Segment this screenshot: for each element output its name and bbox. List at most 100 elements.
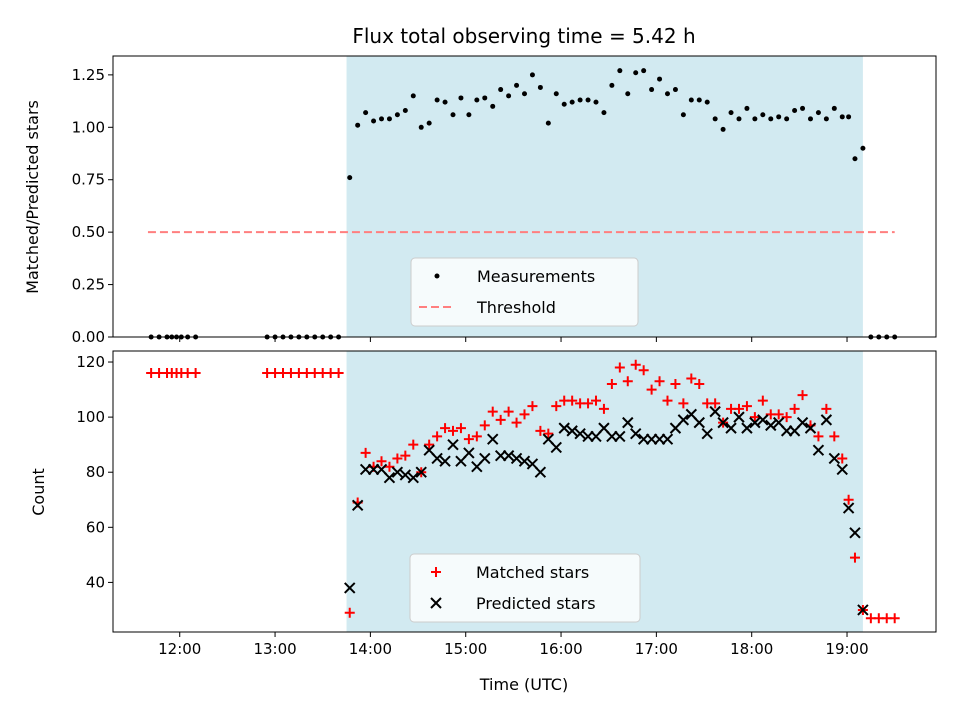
data-point — [768, 116, 774, 122]
data-point — [828, 452, 841, 465]
data-point — [545, 120, 551, 126]
data-point — [503, 406, 514, 417]
data-point — [889, 613, 900, 624]
data-point — [622, 376, 633, 387]
data-point — [463, 447, 475, 459]
data-point — [379, 116, 385, 122]
data-point — [410, 93, 416, 99]
data-point — [344, 582, 356, 594]
data-point — [537, 84, 543, 90]
y-tick-label: 0.00 — [72, 328, 105, 346]
data-point — [744, 105, 750, 111]
data-point — [426, 120, 432, 126]
data-point — [657, 76, 663, 82]
data-point — [796, 416, 809, 429]
data-point — [839, 114, 845, 120]
data-point — [749, 412, 760, 423]
data-point — [474, 97, 480, 103]
data-point — [479, 420, 490, 431]
data-point — [487, 406, 498, 417]
x-tick-label: 18:00 — [730, 640, 773, 658]
data-point — [622, 416, 634, 429]
data-point — [551, 401, 562, 412]
data-point — [728, 110, 734, 116]
series-ratio-0 — [148, 68, 898, 340]
data-point — [614, 430, 626, 443]
data-point — [821, 403, 832, 414]
legend-box — [410, 257, 639, 327]
data-point — [471, 431, 482, 442]
legend-marker-matched — [431, 567, 441, 577]
data-point — [440, 423, 451, 434]
data-point — [765, 419, 777, 432]
data-point — [807, 116, 813, 122]
data-point — [701, 427, 713, 440]
series-count-0 — [146, 359, 900, 624]
data-point — [344, 607, 355, 618]
data-point — [736, 116, 742, 122]
legend-label: Matched stars — [476, 563, 589, 582]
data-point — [384, 461, 395, 472]
data-point — [733, 411, 745, 423]
data-point — [654, 376, 665, 387]
x-axis-label: Time (UTC) — [479, 675, 568, 694]
data-point — [646, 384, 657, 395]
data-point — [383, 472, 396, 484]
legend-ratio: Measurements Threshold — [410, 257, 639, 327]
y-tick-label: 100 — [76, 408, 105, 426]
data-point — [392, 453, 403, 464]
data-point — [704, 99, 710, 105]
y-tick-label: 1.25 — [72, 66, 105, 84]
x-tick-label: 17:00 — [635, 640, 678, 658]
x-tick-label: 13:00 — [253, 640, 296, 658]
count-panel: Count Time (UTC) 12:00 13:00 14:00 15:00 16:… — [29, 350, 937, 694]
data-point — [598, 403, 609, 414]
data-point — [448, 425, 459, 436]
data-point — [418, 124, 424, 130]
x-tick-label: 19:00 — [825, 640, 868, 658]
data-point — [843, 494, 854, 505]
data-point — [450, 112, 456, 118]
x-tick-label: 14:00 — [349, 640, 392, 658]
y-axis-label-count: Count — [29, 468, 48, 516]
data-point — [757, 414, 769, 426]
data-point — [831, 105, 837, 111]
legend-count: Matched stars Predicted stars — [409, 553, 641, 623]
data-point — [820, 414, 833, 426]
data-point — [797, 390, 808, 401]
data-point — [506, 93, 512, 99]
data-point — [815, 110, 821, 116]
data-point — [601, 110, 607, 116]
y-tick-label: 40 — [86, 573, 105, 591]
data-point — [424, 439, 435, 450]
data-point — [455, 423, 466, 434]
data-point — [514, 82, 520, 88]
data-point — [781, 412, 792, 423]
data-point — [625, 91, 631, 97]
data-point — [399, 469, 412, 481]
data-point — [487, 433, 499, 445]
data-point — [749, 416, 761, 429]
data-point — [784, 116, 790, 122]
data-point — [394, 112, 400, 118]
data-point — [463, 434, 474, 445]
data-point — [741, 422, 753, 434]
axes-frame-ratio — [112, 55, 937, 338]
chart-title: Flux total observing time = 5.42 h — [352, 24, 695, 48]
data-point — [842, 502, 855, 514]
data-point — [686, 373, 697, 384]
data-point — [849, 552, 860, 563]
data-point — [543, 428, 554, 439]
data-point — [857, 604, 869, 616]
data-point — [677, 414, 690, 426]
data-point — [757, 395, 768, 406]
data-point — [482, 95, 488, 101]
data-point — [510, 452, 523, 465]
data-point — [442, 99, 448, 105]
data-point — [415, 466, 427, 478]
data-point — [376, 456, 387, 467]
data-point — [752, 116, 758, 122]
data-point — [522, 91, 527, 97]
data-point — [558, 422, 570, 434]
y-tick-label: 60 — [86, 518, 105, 536]
